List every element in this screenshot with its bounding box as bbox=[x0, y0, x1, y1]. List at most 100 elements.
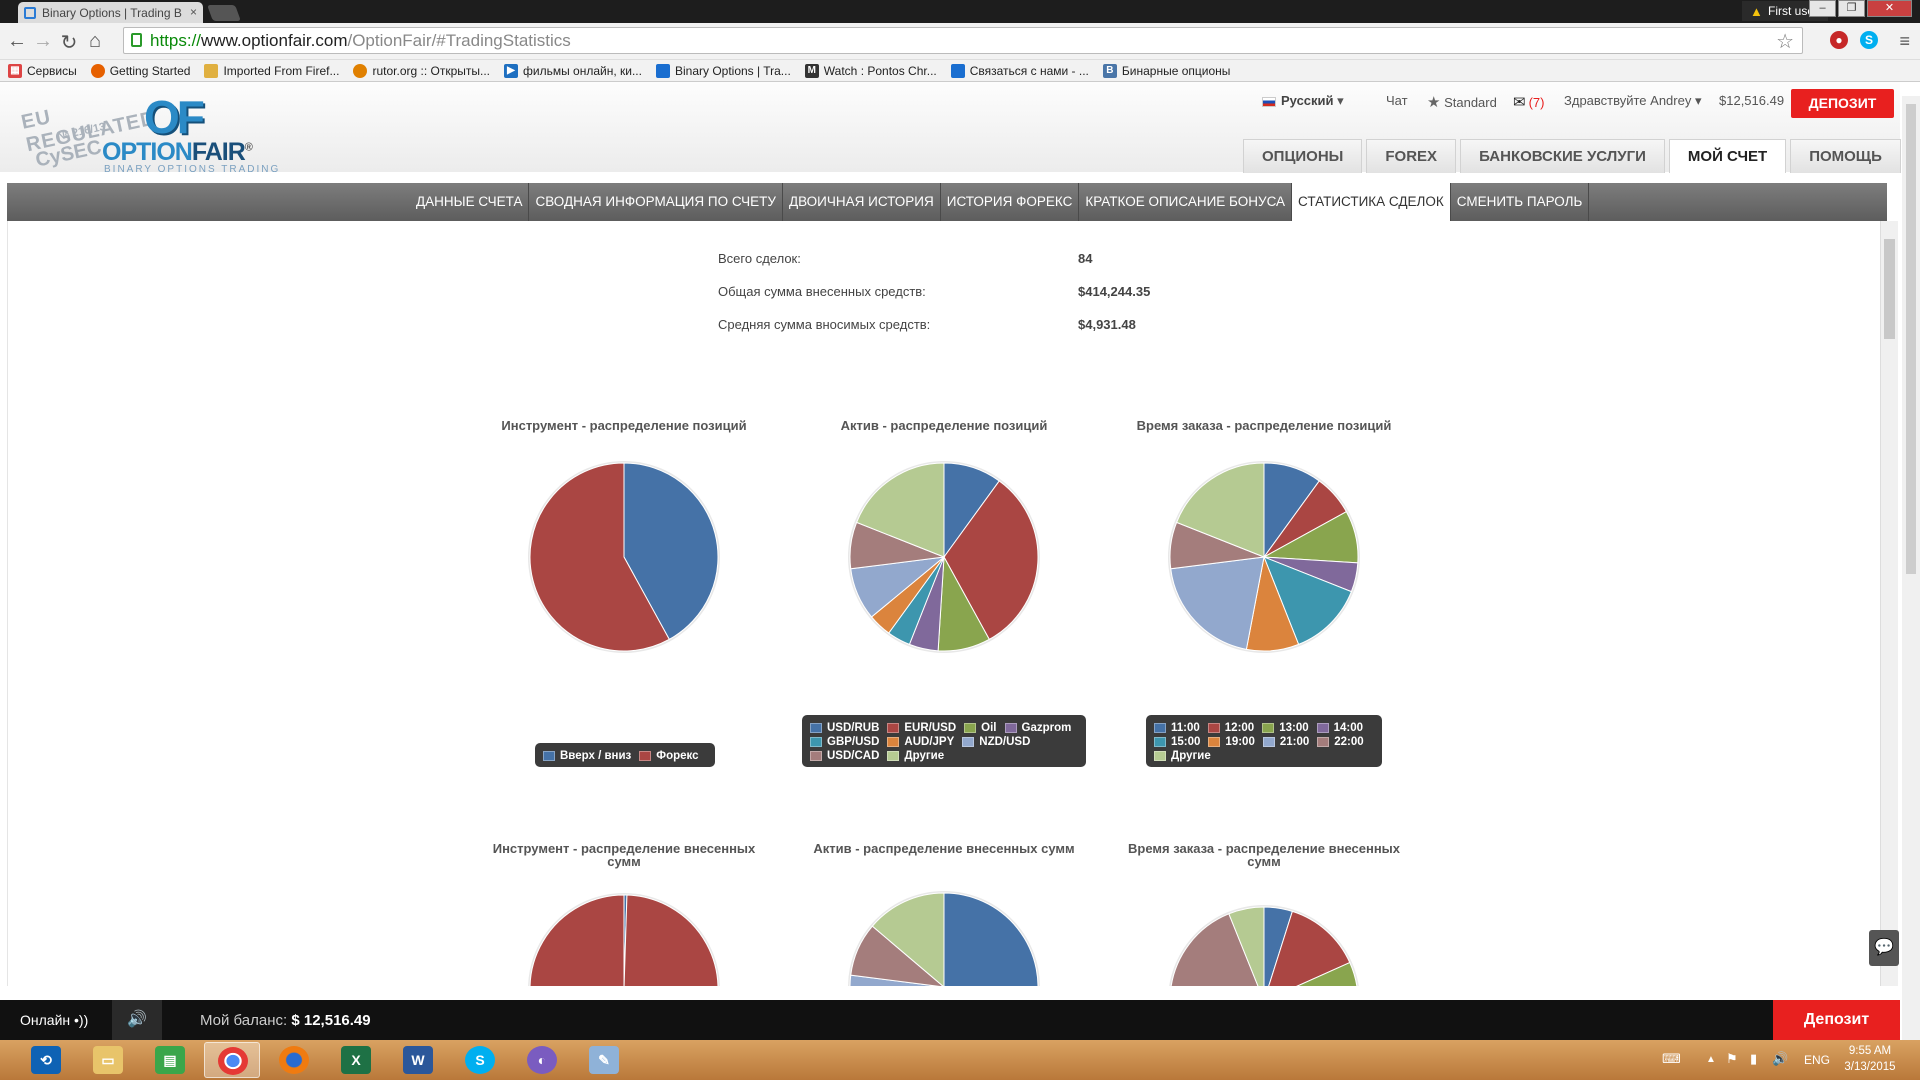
pie-slice-другие[interactable] bbox=[1228, 906, 1265, 986]
nav-forex[interactable]: FOREX bbox=[1366, 139, 1457, 173]
pie-slice-22-00[interactable] bbox=[1170, 913, 1264, 986]
speaker-icon[interactable]: 🔊 bbox=[112, 1000, 162, 1040]
pie-slice-21-00[interactable] bbox=[1170, 556, 1265, 650]
legend-item[interactable]: USD/RUB bbox=[810, 721, 879, 735]
legend-item[interactable]: 11:00 bbox=[1154, 721, 1200, 735]
forward-arrow-icon[interactable]: → bbox=[33, 30, 53, 52]
bookmark-item[interactable]: Binary Options | Tra... bbox=[655, 63, 791, 78]
address-bar[interactable]: https://www.optionfair.com/OptionFair/#T… bbox=[123, 27, 1803, 54]
taskbar-app[interactable]: ⟲ bbox=[18, 1042, 74, 1078]
taskbar-app[interactable]: ▭ bbox=[80, 1042, 136, 1078]
bookmark-item[interactable]: rutor.org :: Открыты... bbox=[353, 63, 490, 78]
bookmark-item[interactable]: Getting Started bbox=[90, 63, 190, 78]
chat-link[interactable]: Чат bbox=[1386, 93, 1408, 108]
bookmark-item[interactable]: ▦ Сервисы bbox=[8, 63, 77, 78]
system-clock[interactable]: 9:55 AM 3/13/2015 bbox=[1840, 1043, 1900, 1075]
legend-item[interactable]: Другие bbox=[1154, 749, 1211, 763]
subnav-binary-history[interactable]: ДВОИЧНАЯ ИСТОРИЯ bbox=[783, 183, 941, 221]
page-scrollbar[interactable] bbox=[1902, 96, 1920, 1040]
subnav-account-summary[interactable]: СВОДНАЯ ИНФОРМАЦИЯ ПО СЧЕТУ bbox=[529, 183, 783, 221]
language-selector[interactable]: Русский ▾ bbox=[1262, 93, 1344, 109]
legend-item[interactable]: Вверх / вниз bbox=[543, 749, 631, 763]
pie-slice-15-00[interactable] bbox=[1263, 556, 1353, 646]
volume-icon[interactable]: 🔊 bbox=[1772, 1051, 1789, 1066]
content-scrollbar[interactable] bbox=[1880, 221, 1898, 986]
subnav-bonus-summary[interactable]: КРАТКОЕ ОПИСАНИЕ БОНУСА bbox=[1079, 183, 1293, 221]
browser-tab[interactable]: Binary Options | Trading B × bbox=[18, 2, 203, 23]
messages-link[interactable]: ✉ (7) bbox=[1513, 93, 1544, 111]
bookmark-item[interactable]: B Бинарные опционы bbox=[1102, 63, 1230, 78]
pie-slice-eur-usd[interactable] bbox=[943, 480, 1039, 641]
pie-slice-форекс[interactable] bbox=[529, 462, 670, 652]
nav-banking[interactable]: БАНКОВСКИЕ УСЛУГИ bbox=[1460, 139, 1665, 173]
legend-item[interactable]: USD/CAD bbox=[810, 749, 879, 763]
pie-slice-вверх-вниз[interactable] bbox=[623, 462, 719, 641]
window-close-icon[interactable]: ✕ bbox=[1867, 0, 1912, 17]
nav-help[interactable]: ПОМОЩЬ bbox=[1790, 139, 1901, 173]
legend-item[interactable]: GBP/USD bbox=[810, 735, 879, 749]
legend-item[interactable]: Oil bbox=[964, 721, 997, 735]
legend-item[interactable]: 12:00 bbox=[1207, 721, 1254, 735]
optionfair-logo[interactable]: EU REGULATED № 216/13 CySEC OF OPTIONFAI… bbox=[19, 88, 290, 175]
subnav-trading-statistics[interactable]: СТАТИСТИКА СДЕЛОК bbox=[1292, 183, 1451, 221]
taskbar-app[interactable]: W bbox=[390, 1042, 446, 1078]
pie-slice-форекс[interactable] bbox=[529, 894, 719, 986]
browser-menu-icon[interactable]: ≡ bbox=[1899, 31, 1910, 51]
profile-button[interactable]: ▲ First user bbox=[1742, 1, 1829, 21]
taskbar-app[interactable] bbox=[204, 1042, 260, 1078]
minimize-icon[interactable]: – bbox=[1809, 0, 1836, 17]
pie-slice-другие[interactable] bbox=[1175, 462, 1265, 558]
pie-slice-12-00[interactable] bbox=[1264, 910, 1351, 986]
subnav-account-data[interactable]: ДАННЫЕ СЧЕТА bbox=[410, 183, 530, 221]
legend-item[interactable]: 19:00 bbox=[1208, 735, 1255, 749]
new-tab-button[interactable] bbox=[207, 5, 241, 21]
reload-icon[interactable]: ↻ bbox=[60, 32, 78, 54]
show-hidden-icons-icon[interactable]: ▲ bbox=[1706, 1054, 1716, 1065]
legend-item[interactable]: Форекс bbox=[639, 749, 699, 763]
chat-bubble-icon[interactable]: 💬 bbox=[1869, 930, 1899, 966]
keyboard-icon[interactable]: ⌨ bbox=[1662, 1051, 1681, 1066]
subnav-change-password[interactable]: СМЕНИТЬ ПАРОЛЬ bbox=[1451, 183, 1590, 221]
taskbar-app[interactable]: S bbox=[452, 1042, 508, 1078]
nav-my-account[interactable]: МОЙ СЧЕТ bbox=[1668, 139, 1787, 173]
tab-close-icon[interactable]: × bbox=[189, 5, 197, 19]
legend-item[interactable]: Другие bbox=[887, 749, 944, 763]
taskbar-app[interactable]: X bbox=[328, 1042, 384, 1078]
user-menu[interactable]: Здравствуйте Andrey ▾ bbox=[1564, 93, 1702, 109]
deposit-bottom-button[interactable]: Депозит bbox=[1773, 1000, 1900, 1040]
back-arrow-icon[interactable]: ← bbox=[7, 30, 27, 52]
restore-icon[interactable]: ❐ bbox=[1838, 0, 1865, 17]
input-language[interactable]: ENG bbox=[1804, 1053, 1831, 1067]
bookmark-item[interactable]: Imported From Firef... bbox=[204, 63, 339, 78]
legend-item[interactable]: Gazprom bbox=[1004, 721, 1071, 735]
legend-item[interactable]: EUR/USD bbox=[887, 721, 956, 735]
legend-item[interactable]: 21:00 bbox=[1262, 735, 1309, 749]
pie-slice-другие[interactable] bbox=[871, 892, 945, 986]
nav-options[interactable]: ОПЦИОНЫ bbox=[1243, 139, 1363, 173]
legend-item[interactable]: AUD/JPY bbox=[887, 735, 954, 749]
network-icon[interactable]: ▮ bbox=[1750, 1051, 1758, 1066]
scroll-thumb[interactable] bbox=[1884, 239, 1895, 339]
bookmark-item[interactable]: ▶ фильмы онлайн, ки... bbox=[504, 63, 642, 78]
legend-item[interactable]: 13:00 bbox=[1262, 721, 1309, 735]
legend-item[interactable]: 22:00 bbox=[1317, 735, 1364, 749]
pie-slice-usd-rub[interactable] bbox=[901, 892, 1039, 986]
page-scroll-thumb[interactable] bbox=[1906, 104, 1916, 574]
deposit-button[interactable]: ДЕПОЗИТ bbox=[1791, 89, 1894, 118]
taskbar-app[interactable]: ▤ bbox=[142, 1042, 198, 1078]
account-type[interactable]: ★ Standard bbox=[1427, 93, 1497, 111]
taskbar-app[interactable] bbox=[266, 1042, 322, 1078]
legend-item[interactable]: 14:00 bbox=[1316, 721, 1363, 735]
legend-item[interactable]: 15:00 bbox=[1154, 735, 1200, 749]
subnav-forex-history[interactable]: ИСТОРИЯ ФОРЕКС bbox=[941, 183, 1080, 221]
pie-slice-другие[interactable] bbox=[855, 462, 945, 558]
bookmark-star-icon[interactable]: ☆ bbox=[1776, 31, 1794, 53]
bookmark-item[interactable]: Связаться с нами - ... bbox=[950, 63, 1089, 78]
bookmark-item[interactable]: M Watch : Pontos Chr... bbox=[804, 63, 937, 78]
skype-extension-icon[interactable]: S bbox=[1860, 31, 1878, 49]
home-icon[interactable]: ⌂ bbox=[88, 30, 102, 52]
legend-item[interactable]: NZD/USD bbox=[962, 735, 1030, 749]
flag-icon[interactable]: ⚑ bbox=[1726, 1051, 1738, 1066]
taskbar-app[interactable]: ✎ bbox=[576, 1042, 632, 1078]
adblock-extension-icon[interactable]: ● bbox=[1830, 31, 1848, 49]
